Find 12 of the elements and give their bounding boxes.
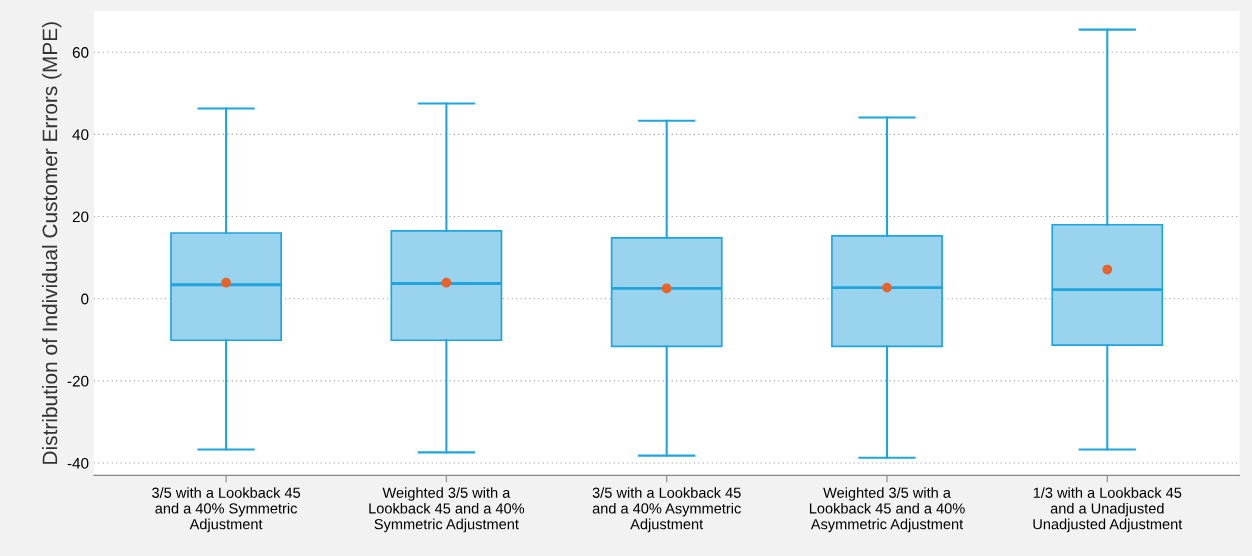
x-tick-label: 3/5 with a Lookback 45 and a 40% Asymmetric Adjustment [592,487,741,533]
y-tick-label: 20 [72,211,89,223]
x-tick-label: 1/3 with a Lookback 45 and a Unadjusted Unadjusted Adjustment [1033,487,1183,533]
x-tick-label: 3/5 with a Lookback 45 and a 40% Symmetric Adjustment [152,487,301,533]
x-tick-label: Weighted 3/5 with a Lookback 45 and a 40% Symmetric Adjustment [369,487,525,533]
y-axis-title: Distribution of Individual Customer Errors (MPE) [41,22,62,464]
y-tick-label: -20 [67,375,89,387]
y-tick-label: 0 [81,293,89,305]
x-tick-label: Weighted 3/5 with a Lookback 45 and a 40% Asymmetric Adjustment [809,487,965,533]
y-tick-label: 60 [72,47,89,58]
y-tick-label: -40 [67,457,89,469]
y-tick-label: 40 [72,129,89,141]
